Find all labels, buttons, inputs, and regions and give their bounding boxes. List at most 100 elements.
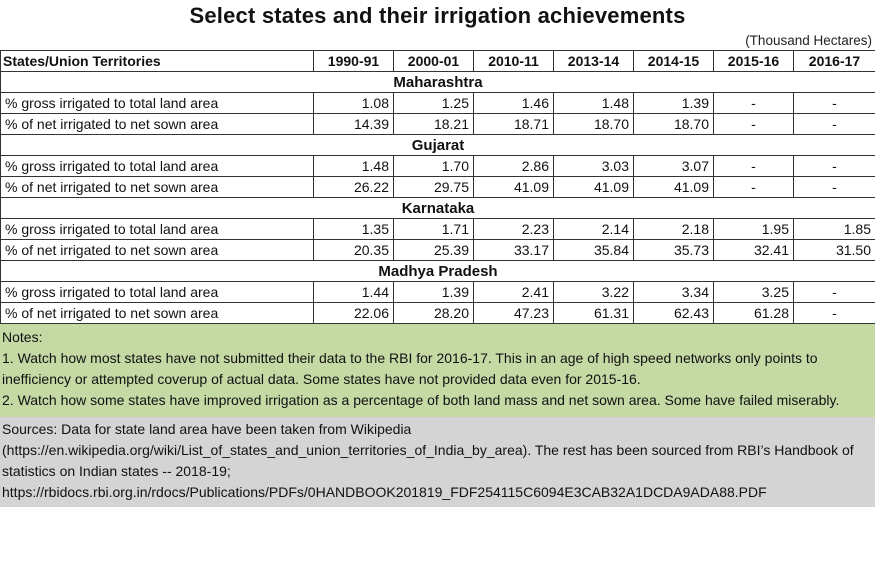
table-cell: 18.21 [393, 113, 474, 135]
table-row: % gross irrigated to total land area 1.48… [0, 155, 875, 177]
table-cell: - [713, 113, 794, 135]
table-cell: 18.70 [633, 113, 714, 135]
column-header: 2013-14 [553, 50, 634, 72]
table-cell: 1.71 [393, 218, 474, 240]
column-header: 2010-11 [473, 50, 554, 72]
column-header: 2015-16 [713, 50, 794, 72]
table-cell: 1.85 [793, 218, 875, 240]
table-cell: 28.20 [393, 302, 474, 324]
table-cell: 47.23 [473, 302, 554, 324]
table-cell: 1.44 [313, 281, 394, 303]
irrigation-table: States/Union Territories 1990-91 2000-01… [0, 50, 875, 324]
note-item: 1. Watch how most states have not submit… [2, 350, 818, 387]
state-group-row: Maharashtra [0, 71, 875, 93]
table-row: % of net irrigated to net sown area 22.06… [0, 302, 875, 324]
table-row: % gross irrigated to total land area 1.08… [0, 92, 875, 114]
table-cell: - [793, 113, 875, 135]
table-cell: 33.17 [473, 239, 554, 261]
notes-section: Notes: 1. Watch how most states have not … [0, 324, 875, 417]
state-group-row: Gujarat [0, 134, 875, 156]
table-cell: 35.73 [633, 239, 714, 261]
table-cell: 1.39 [633, 92, 714, 114]
table-cell: 20.35 [313, 239, 394, 261]
metric-label: % gross irrigated to total land area [0, 92, 314, 114]
metric-label: % gross irrigated to total land area [0, 281, 314, 303]
metric-label: % gross irrigated to total land area [0, 218, 314, 240]
sources-section: Sources: Data for state land area have b… [0, 417, 875, 507]
state-name: Madhya Pradesh [0, 260, 875, 282]
table-cell: 41.09 [473, 176, 554, 198]
table-cell: 1.46 [473, 92, 554, 114]
table-cell: 35.84 [553, 239, 634, 261]
table-cell: 41.09 [553, 176, 634, 198]
table-row: % of net irrigated to net sown area 14.39… [0, 113, 875, 135]
table-row: % of net irrigated to net sown area 20.35… [0, 239, 875, 261]
metric-label: % of net irrigated to net sown area [0, 239, 314, 261]
column-header: States/Union Territories [0, 50, 314, 72]
table-row: % gross irrigated to total land area 1.35… [0, 218, 875, 240]
table-row: % of net irrigated to net sown area 26.22… [0, 176, 875, 198]
table-cell: 1.48 [313, 155, 394, 177]
table-cell: 61.28 [713, 302, 794, 324]
table-body: Maharashtra% gross irrigated to total la… [0, 71, 875, 324]
column-header: 2016-17 [793, 50, 875, 72]
notes-heading: Notes: [2, 329, 43, 345]
table-cell: - [793, 302, 875, 324]
table-cell: 1.48 [553, 92, 634, 114]
note-item: 2. Watch how some states have improved i… [2, 392, 840, 408]
table-cell: 1.39 [393, 281, 474, 303]
column-header: 1990-91 [313, 50, 394, 72]
table-cell: 2.41 [473, 281, 554, 303]
state-group-row: Madhya Pradesh [0, 260, 875, 282]
table-cell: - [713, 176, 794, 198]
table-cell: 26.22 [313, 176, 394, 198]
table-cell: 1.95 [713, 218, 794, 240]
metric-label: % of net irrigated to net sown area [0, 302, 314, 324]
column-header: 2014-15 [633, 50, 714, 72]
table-cell: - [793, 92, 875, 114]
table-cell: - [793, 176, 875, 198]
table-cell: 2.18 [633, 218, 714, 240]
table-cell: 3.07 [633, 155, 714, 177]
metric-label: % of net irrigated to net sown area [0, 176, 314, 198]
table-cell: 1.08 [313, 92, 394, 114]
table-cell: 1.35 [313, 218, 394, 240]
state-name: Karnataka [0, 197, 875, 219]
state-name: Maharashtra [0, 71, 875, 93]
table-cell: - [713, 92, 794, 114]
page-title: Select states and their irrigation achie… [189, 3, 686, 28]
table-cell: 31.50 [793, 239, 875, 261]
table-header-row: States/Union Territories 1990-91 2000-01… [0, 50, 875, 72]
unit-label: (Thousand Hectares) [745, 33, 872, 48]
state-name: Gujarat [0, 134, 875, 156]
source-item: https://rbidocs.rbi.org.in/rdocs/Publica… [2, 484, 767, 500]
column-header: 2000-01 [393, 50, 474, 72]
table-cell: 22.06 [313, 302, 394, 324]
table-cell: 1.25 [393, 92, 474, 114]
table-cell: 41.09 [633, 176, 714, 198]
table-cell: 2.23 [473, 218, 554, 240]
table-cell: 18.70 [553, 113, 634, 135]
table-cell: 61.31 [553, 302, 634, 324]
metric-label: % of net irrigated to net sown area [0, 113, 314, 135]
state-group-row: Karnataka [0, 197, 875, 219]
table-cell: 29.75 [393, 176, 474, 198]
table-cell: 2.14 [553, 218, 634, 240]
source-item: Sources: Data for state land area have b… [2, 421, 854, 479]
table-cell: - [793, 281, 875, 303]
table-cell: 3.03 [553, 155, 634, 177]
table-cell: 3.25 [713, 281, 794, 303]
table-cell: - [713, 155, 794, 177]
table-cell: - [793, 155, 875, 177]
table-cell: 14.39 [313, 113, 394, 135]
table-cell: 1.70 [393, 155, 474, 177]
table-cell: 25.39 [393, 239, 474, 261]
table-cell: 3.34 [633, 281, 714, 303]
table-cell: 18.71 [473, 113, 554, 135]
table-cell: 3.22 [553, 281, 634, 303]
table-cell: 2.86 [473, 155, 554, 177]
metric-label: % gross irrigated to total land area [0, 155, 314, 177]
table-cell: 32.41 [713, 239, 794, 261]
table-cell: 62.43 [633, 302, 714, 324]
table-row: % gross irrigated to total land area 1.44… [0, 281, 875, 303]
